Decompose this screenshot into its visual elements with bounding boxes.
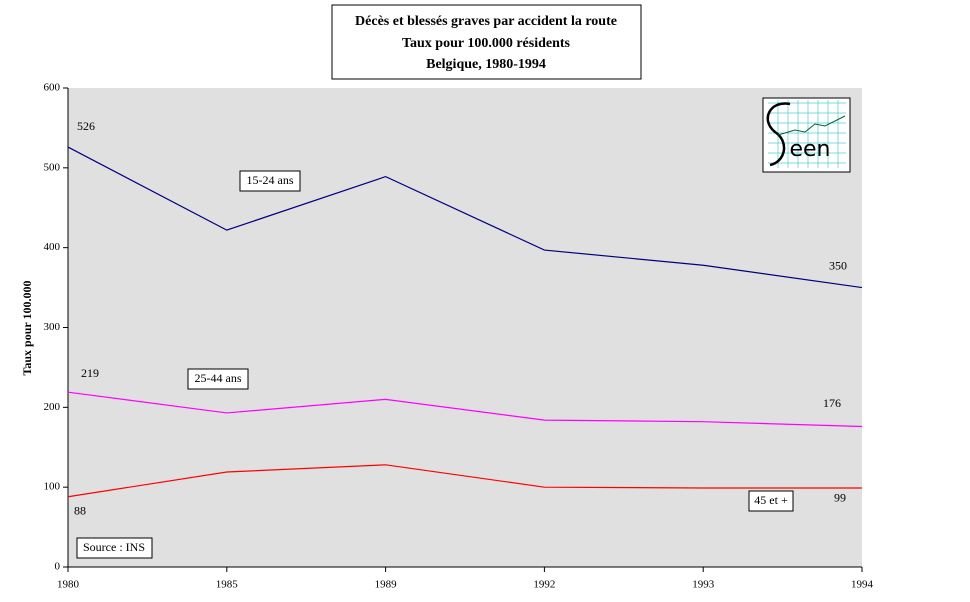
x-tick-label: 1993 <box>692 579 715 591</box>
data-label: 99 <box>834 491 846 505</box>
y-tick-label: 100 <box>44 481 61 493</box>
x-tick-label: 1994 <box>851 579 874 591</box>
svg-text:een: een <box>789 137 830 162</box>
title-box <box>331 4 642 80</box>
y-tick-label: 0 <box>55 561 61 573</box>
y-tick-label: 200 <box>44 401 61 413</box>
x-tick-label: 1985 <box>216 579 239 591</box>
y-axis-label: Taux pour 100.000 <box>20 280 34 375</box>
chart-subtitle: Belgique, 1980-1994 <box>426 57 546 72</box>
y-tick-label: 400 <box>44 241 61 253</box>
legend-label: 25-44 ans <box>195 371 242 385</box>
annotation-box <box>76 537 153 559</box>
annotation: Source : INS <box>83 540 145 554</box>
series-line <box>67 146 863 289</box>
data-label: 350 <box>829 258 847 272</box>
x-tick-label: 1980 <box>57 579 80 591</box>
plot-area <box>68 88 862 567</box>
data-label: 219 <box>81 366 99 380</box>
y-tick-label: 500 <box>44 161 61 173</box>
chart-title: Décès et blessés graves par accident la … <box>355 14 617 29</box>
legend-box <box>187 368 249 390</box>
logo: een <box>762 97 851 173</box>
data-label: 526 <box>77 119 95 133</box>
series-line <box>67 391 863 428</box>
x-tick-label: 1989 <box>375 579 398 591</box>
legend-box <box>748 490 794 512</box>
x-tick-label: 1992 <box>533 579 555 591</box>
y-tick-label: 300 <box>44 321 61 333</box>
legend-label: 15-24 ans <box>247 173 294 187</box>
y-tick-label: 600 <box>44 82 61 94</box>
series-line <box>67 464 862 498</box>
data-label: 88 <box>74 503 86 517</box>
data-label: 176 <box>823 396 841 410</box>
chart-subtitle: Taux pour 100.000 résidents <box>402 36 571 51</box>
legend-box <box>239 170 301 192</box>
legend-label: 45 et + <box>754 493 788 507</box>
